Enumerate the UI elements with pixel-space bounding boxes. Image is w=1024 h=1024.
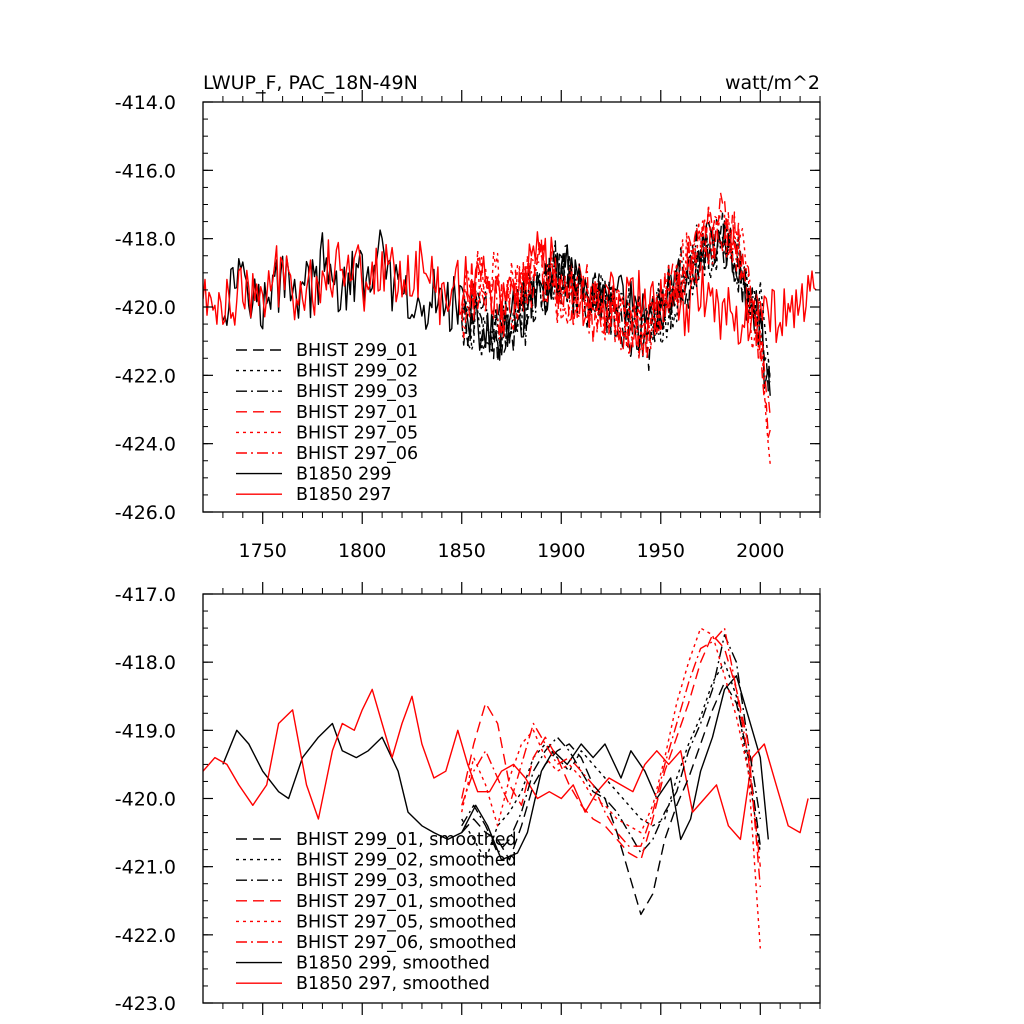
legend-label: BHIST 299_02, smoothed: [296, 851, 517, 871]
series-line: [203, 231, 817, 345]
legend-label: BHIST 297_01: [296, 403, 418, 423]
legend-label: BHIST 299_01, smoothed: [296, 830, 517, 850]
legend-label: BHIST 297_06: [296, 444, 418, 464]
x-tick-label: 1800: [338, 540, 386, 562]
legend-label: BHIST 299_02: [296, 362, 418, 382]
series-line: [203, 688, 809, 841]
y-tick-label: -422.0: [115, 925, 176, 947]
legend-label: BHIST 297_05, smoothed: [296, 912, 517, 932]
y-tick-label: -420.0: [115, 789, 176, 811]
x-tick-label: 1900: [537, 540, 585, 562]
legend-label: B1850 297: [296, 485, 392, 505]
series-line: [461, 627, 761, 949]
series-line: [461, 627, 761, 867]
x-tick-label: 1850: [438, 540, 486, 562]
y-tick-label: -426.0: [115, 502, 176, 524]
units-label: watt/m^2: [725, 72, 820, 94]
series-lines: [203, 191, 817, 465]
legend-label: BHIST 299_03, smoothed: [296, 871, 517, 891]
y-tick-label: -421.0: [115, 857, 176, 879]
y-tick-label: -423.0: [115, 993, 176, 1015]
y-tick-label: -424.0: [115, 434, 176, 456]
series-line: [461, 211, 771, 417]
chart-title: LWUP_F, PAC_18N-49N: [203, 72, 418, 94]
y-tick-label: -417.0: [115, 584, 176, 606]
legend-label: BHIST 297_01, smoothed: [296, 892, 517, 912]
series-line: [461, 661, 761, 861]
bottom-panel: -417.0 -418.0 -419.0 -420.0 -421.0 -422.0 -423…: [115, 582, 821, 1015]
y-tick-label: -420.0: [115, 297, 176, 319]
y-tick-label: -416.0: [115, 160, 176, 182]
top-panel: -414.0 -416.0 -418.0 -420.0 -422.0 -424.0 -426…: [115, 90, 821, 562]
x-tick-label: 2000: [736, 540, 784, 562]
legend-label: BHIST 299_01: [296, 341, 418, 361]
legend-label: BHIST 299_03: [296, 382, 418, 402]
x-tick-label: 1950: [637, 540, 685, 562]
legend-label: B1850 297, smoothed: [296, 974, 490, 994]
legend-label: BHIST 297_05: [296, 423, 418, 443]
legend-label: B1850 299: [296, 465, 392, 485]
legend-label: BHIST 297_06, smoothed: [296, 933, 517, 953]
series-line: [222, 675, 769, 861]
y-tick-label: -418.0: [115, 652, 176, 674]
series-lines: [203, 627, 809, 949]
series-line: [461, 681, 761, 916]
x-tick-label: 1750: [239, 540, 287, 562]
series-line: [461, 224, 771, 383]
y-tick-label: -419.0: [115, 720, 176, 742]
y-tick-label: -418.0: [115, 229, 176, 251]
series-line: [461, 228, 771, 379]
y-tick-label: -414.0: [115, 92, 176, 114]
legend-label: B1850 299, smoothed: [296, 954, 490, 974]
series-line: [461, 634, 761, 888]
series-line: [461, 212, 771, 392]
series-line: [461, 204, 771, 465]
series-line: [461, 634, 761, 854]
y-tick-label: -422.0: [115, 365, 176, 387]
